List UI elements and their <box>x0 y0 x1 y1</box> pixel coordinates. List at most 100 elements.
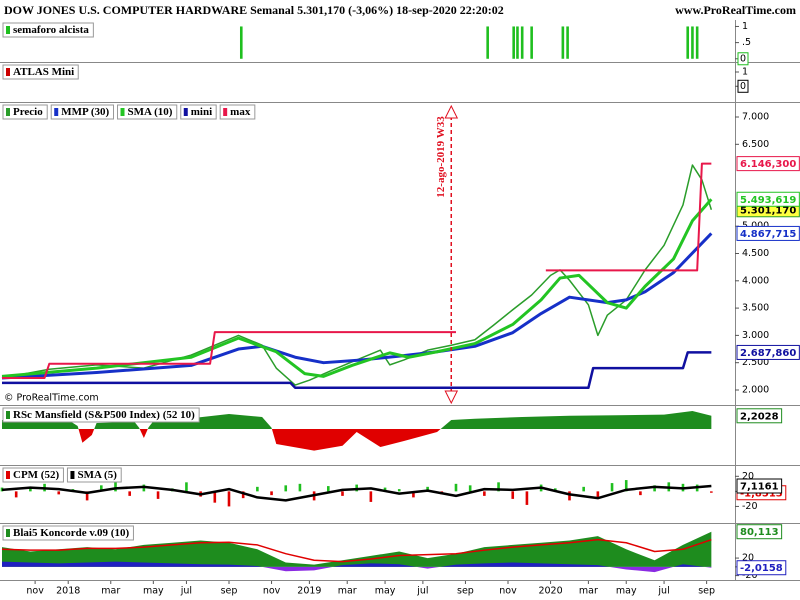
chart-title: DOW JONES U.S. COMPUTER HARDWARE Semanal… <box>4 3 504 17</box>
y-tick-label: 1 <box>742 67 748 78</box>
legend-swatch <box>6 26 10 34</box>
bar <box>397 489 401 492</box>
x-tick-label: jul <box>416 586 428 597</box>
bar <box>596 491 600 498</box>
bar <box>298 483 302 492</box>
x-tick-label: nov <box>263 586 281 597</box>
line <box>2 162 712 379</box>
x-tick-label: sep <box>221 586 238 597</box>
bar <box>512 26 515 59</box>
legend-label: Precio <box>13 106 43 118</box>
line <box>1 538 712 563</box>
legend-swatch <box>183 108 188 116</box>
annotation-arrow <box>444 390 459 405</box>
bar <box>520 26 524 59</box>
area <box>262 566 712 573</box>
legend-box <box>2 22 94 38</box>
x-tick-label: sep <box>698 586 715 597</box>
x-tick-label: may <box>143 586 164 597</box>
value-label: 5.301,170 <box>740 205 796 216</box>
value-label-box <box>736 156 800 172</box>
bar <box>486 26 489 59</box>
value-label: 80,113 <box>740 527 779 538</box>
bar <box>691 26 694 59</box>
legend-label: mini <box>191 106 212 118</box>
y-tick-label: 20 <box>742 471 754 482</box>
area <box>2 531 712 567</box>
legend-swatch <box>223 108 228 116</box>
x-tick-label: sep <box>457 586 474 597</box>
value-label: 5.493,619 <box>740 195 796 206</box>
copyright: © ProRealTime.com <box>4 393 99 404</box>
bar <box>412 491 415 498</box>
bar <box>284 485 288 492</box>
bar <box>241 491 245 499</box>
annotation-arrow <box>444 104 459 119</box>
bar <box>270 491 273 496</box>
legend-box <box>2 407 200 423</box>
panel <box>1 162 713 390</box>
bar <box>341 491 344 496</box>
bar <box>566 26 569 59</box>
y-tick-label: 7.000 <box>742 112 769 123</box>
bar <box>710 491 713 493</box>
value-label: 2.687,860 <box>740 348 796 359</box>
value-label: 7,1161 <box>740 482 779 493</box>
y-tick-label: 20 <box>742 553 754 564</box>
x-tick-label: mar <box>579 586 598 597</box>
x-tick-label: jul <box>180 586 192 597</box>
x-tick-label: 2020 <box>538 586 562 597</box>
y-tick-label: 4.000 <box>742 275 769 286</box>
bar <box>639 491 642 496</box>
y-tick-label: -20 <box>742 570 758 581</box>
bar <box>256 486 259 492</box>
legend-swatch <box>6 529 10 537</box>
y-tick-label: 6.500 <box>742 139 769 150</box>
bar <box>85 491 89 501</box>
bar <box>511 491 515 499</box>
y-tick-label: 1 <box>742 21 748 32</box>
value-label-box <box>736 191 800 207</box>
legend-box <box>2 525 134 541</box>
bar <box>14 491 18 498</box>
bar <box>516 26 519 59</box>
bar <box>530 26 533 59</box>
value-label: 2,2028 <box>740 411 779 422</box>
value-label: 0 <box>740 81 746 92</box>
bar <box>185 482 188 492</box>
legend-box <box>180 104 217 120</box>
bar <box>29 486 32 492</box>
panel <box>0 480 713 507</box>
legend-swatch <box>6 411 10 419</box>
line <box>1 484 712 502</box>
x-tick-label: 2019 <box>297 586 321 597</box>
bar <box>610 483 614 492</box>
value-label-box <box>736 344 800 360</box>
bar <box>426 486 429 492</box>
bar <box>561 26 565 59</box>
legend-box <box>2 467 64 483</box>
x-tick-label: nov <box>499 586 517 597</box>
legend-label: ATLAS Mini <box>13 66 74 78</box>
area <box>2 561 712 567</box>
y-tick-label: -20 <box>742 501 758 512</box>
legend-label: SMA (10) <box>128 106 173 118</box>
value-label: 4.867,715 <box>740 229 796 240</box>
x-tick-label: nov <box>26 586 44 597</box>
x-tick-label: 2018 <box>56 586 80 597</box>
legend-label: MMP (30) <box>61 106 109 118</box>
x-tick-label: mar <box>101 586 120 597</box>
x-tick-label: may <box>616 586 637 597</box>
legend-label: max <box>230 106 251 118</box>
bar <box>483 491 486 496</box>
bar <box>497 482 500 492</box>
bar <box>213 491 217 503</box>
value-label-box <box>737 52 749 66</box>
legend-swatch <box>54 108 59 116</box>
y-tick-label: 3.000 <box>742 330 769 341</box>
bar <box>128 491 131 496</box>
value-label-box <box>736 225 800 241</box>
value-label-box <box>736 408 783 424</box>
legend-box <box>50 104 115 120</box>
bar <box>686 26 690 59</box>
